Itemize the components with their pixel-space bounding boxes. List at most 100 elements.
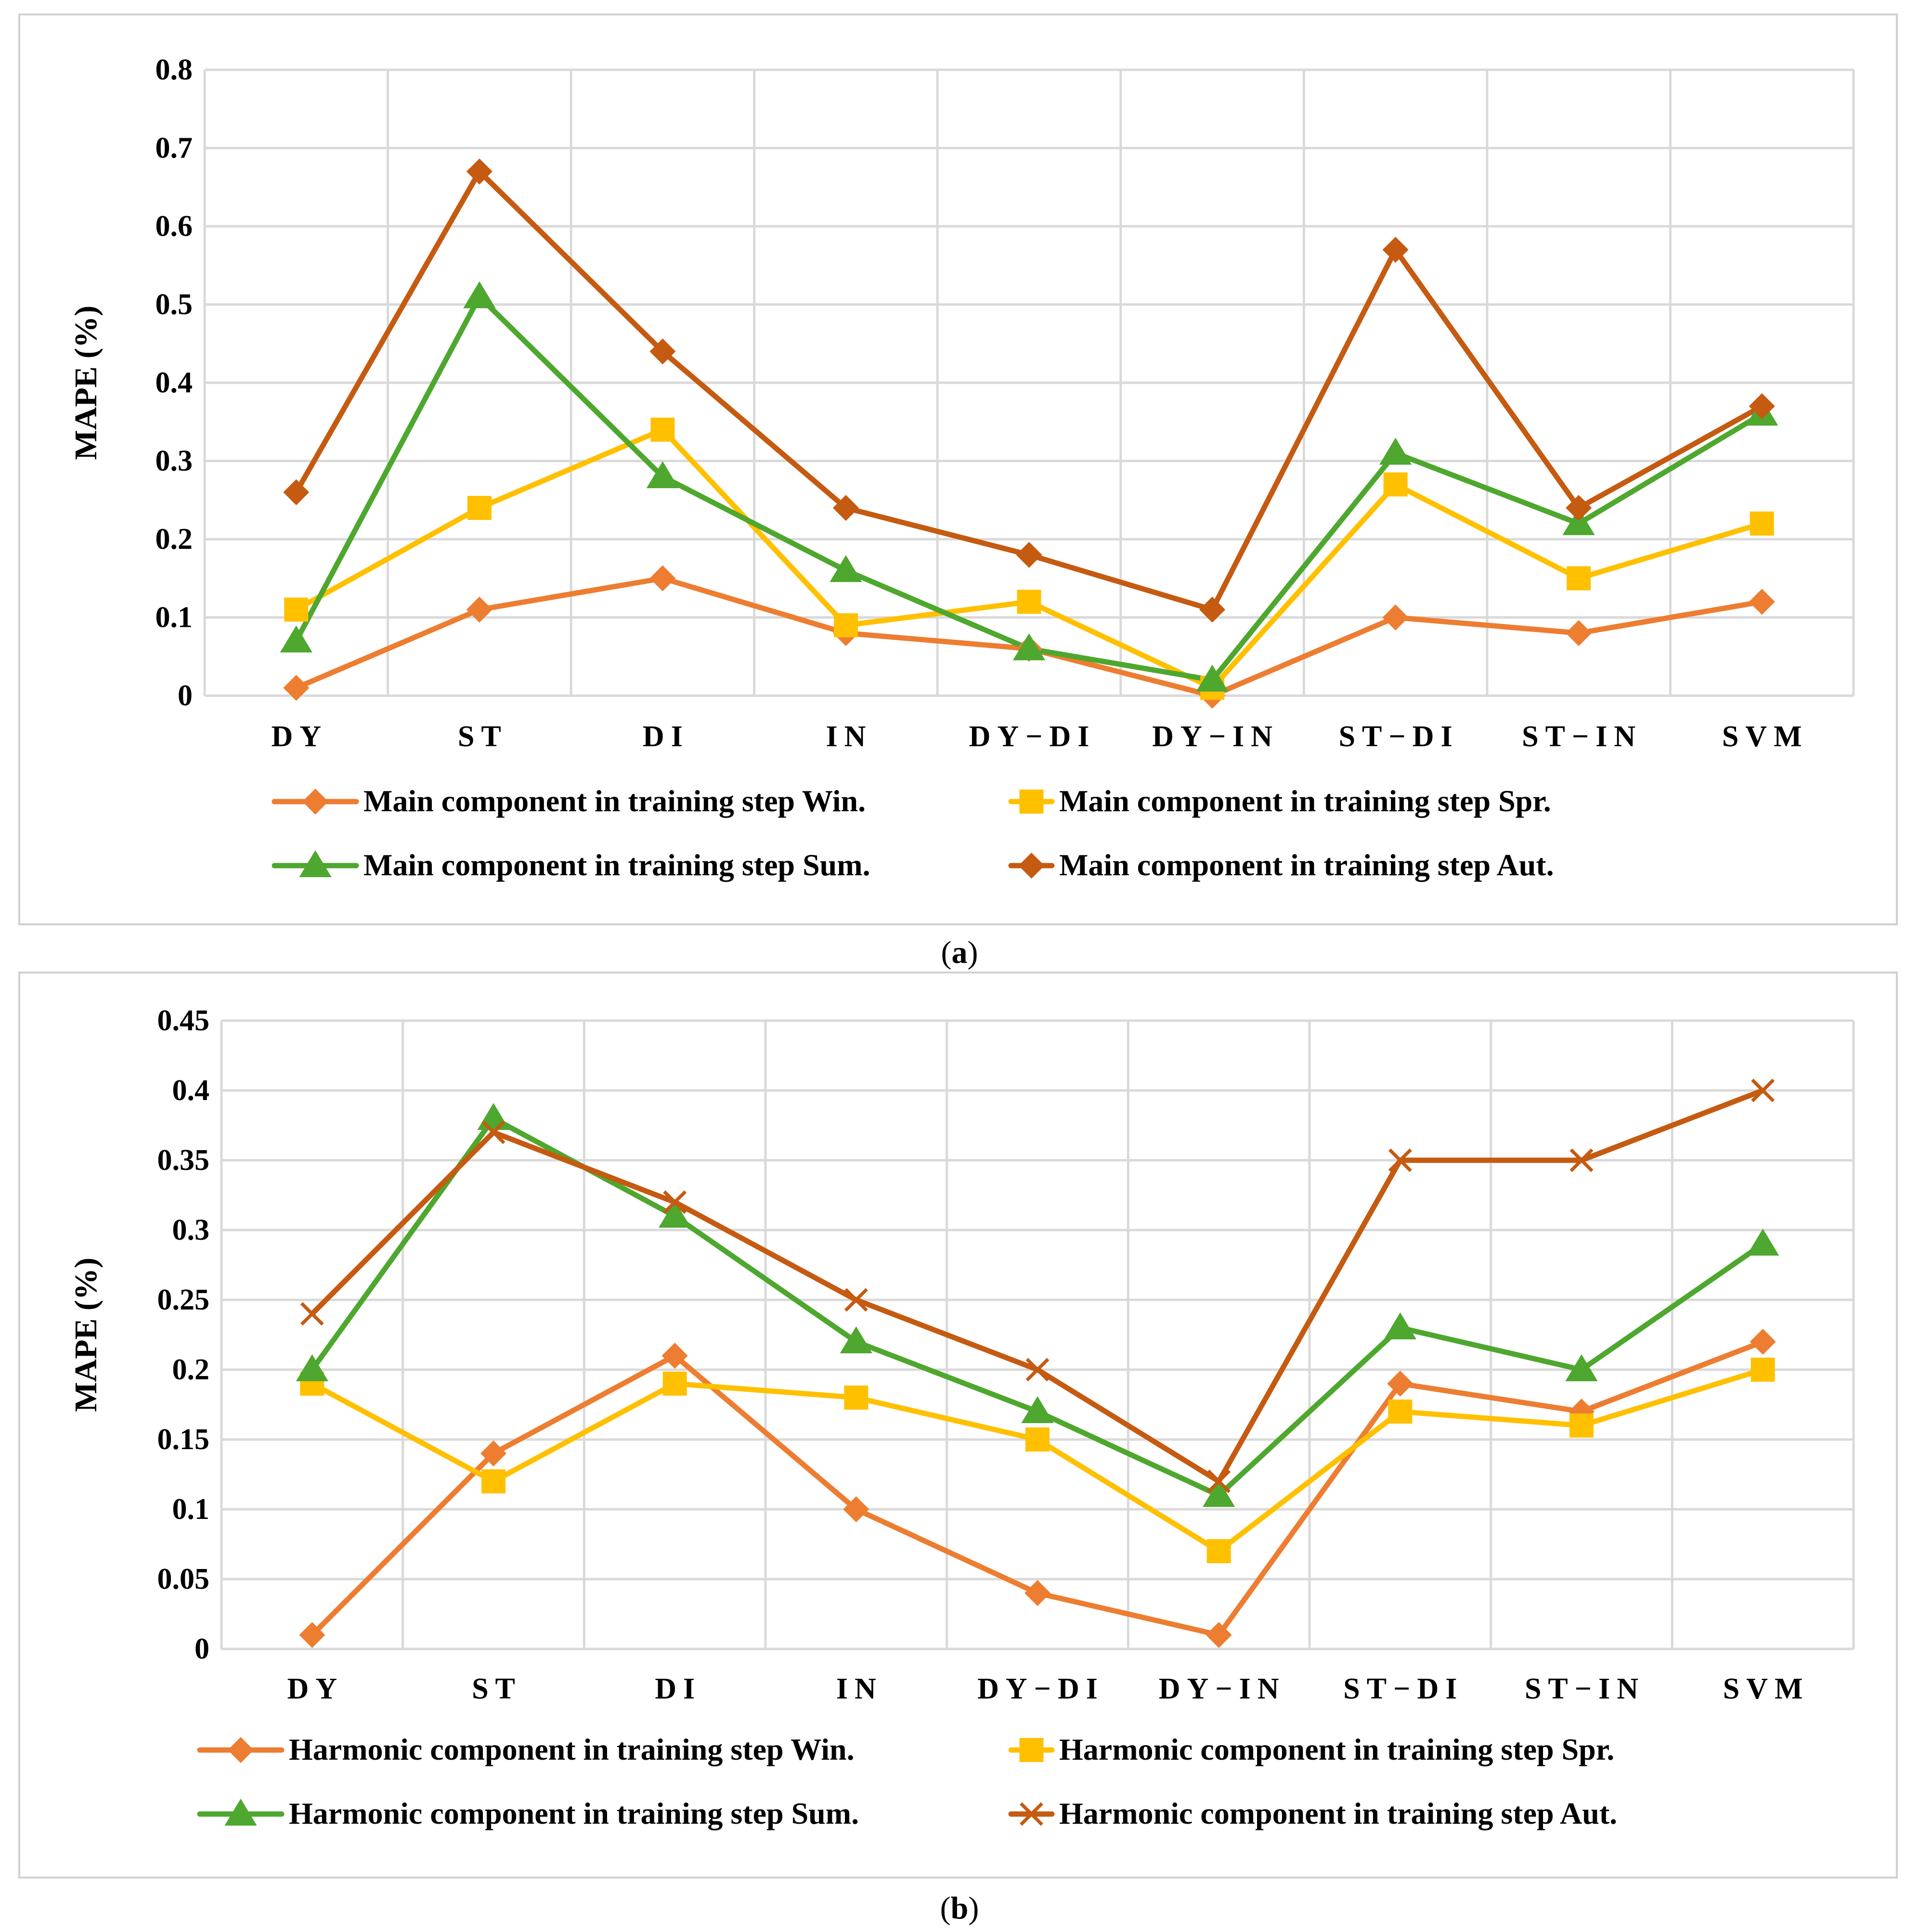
data-point-series-2 bbox=[650, 417, 675, 442]
data-point-series-2 bbox=[844, 1386, 869, 1410]
data-point-series-1 bbox=[466, 596, 493, 623]
legend-item-4: Main component in training step Aut. bbox=[1008, 848, 1554, 882]
data-point-series-4 bbox=[300, 1302, 324, 1326]
y-tick-label: 0.1 bbox=[156, 601, 193, 634]
legend-label: Main component in training step Aut. bbox=[1059, 848, 1554, 882]
x-tick-label: DI bbox=[643, 720, 689, 753]
legend-label: Main component in training step Win. bbox=[363, 784, 866, 818]
data-point-series-4 bbox=[1016, 542, 1042, 568]
legend-marker bbox=[224, 1799, 257, 1826]
data-point-series-4 bbox=[1566, 495, 1592, 521]
x-tick-label: SVM bbox=[1722, 720, 1809, 753]
data-point-series-1 bbox=[661, 1343, 688, 1369]
legend-item-2: Main component in training step Spr. bbox=[1008, 784, 1551, 818]
data-point-series-1 bbox=[1024, 1580, 1050, 1606]
y-tick-label: 0.6 bbox=[156, 210, 193, 243]
data-point-series-1 bbox=[1382, 604, 1409, 631]
y-tick-label: 0.1 bbox=[172, 1493, 210, 1526]
y-tick-label: 0.05 bbox=[157, 1563, 210, 1595]
x-tick-label: DY−IN bbox=[1159, 1673, 1286, 1705]
legend-label: Harmonic component in training step Win. bbox=[289, 1732, 855, 1766]
y-tick-label: 0.5 bbox=[156, 288, 193, 321]
y-tick-label: 0.2 bbox=[172, 1353, 210, 1386]
legend-item-4: Harmonic component in training step Aut. bbox=[1008, 1796, 1617, 1830]
legend-item-2: Harmonic component in training step Spr. bbox=[1008, 1732, 1614, 1766]
chart-panel-b: 0 0.05 0.1 0.15 0.2 0.25 0.3 0.35 0.4 0.45 DY ST DI I… bbox=[18, 972, 1898, 1879]
y-tick-label: 0.8 bbox=[156, 53, 193, 86]
data-point-series-3 bbox=[296, 1354, 328, 1381]
x-tick-label: DY−DI bbox=[977, 1673, 1104, 1705]
data-point-series-3 bbox=[1562, 508, 1595, 535]
y-tick-label: 0.3 bbox=[156, 445, 193, 478]
x-tick-label: DI bbox=[655, 1673, 701, 1705]
caption-a: (a) bbox=[941, 935, 978, 970]
data-point-series-1 bbox=[1206, 1622, 1232, 1648]
y-tick-label: 0 bbox=[194, 1633, 209, 1665]
x-tick-label: SVM bbox=[1723, 1673, 1810, 1705]
data-point-series-1 bbox=[1566, 620, 1592, 646]
data-point-series-4 bbox=[832, 495, 859, 521]
data-point-series-4 bbox=[844, 1288, 868, 1312]
data-point-series-2 bbox=[1206, 1539, 1231, 1563]
x-tick-label: ST−DI bbox=[1339, 720, 1459, 753]
legend-label: Harmonic component in training step Spr. bbox=[1059, 1732, 1614, 1766]
data-point-series-1 bbox=[649, 565, 676, 592]
x-tick-label: ST−IN bbox=[1522, 720, 1642, 753]
data-point-series-3 bbox=[659, 1201, 691, 1228]
y-tick-label: 0.2 bbox=[156, 523, 193, 556]
y-tick-label: 0.45 bbox=[157, 1004, 210, 1037]
chart-frame-a bbox=[18, 13, 1898, 925]
data-point-series-4 bbox=[466, 158, 493, 185]
caption-b-letter: b bbox=[951, 1891, 969, 1926]
data-point-series-4 bbox=[1749, 393, 1775, 419]
x-tick-label: IN bbox=[836, 1673, 883, 1705]
data-point-series-1 bbox=[1749, 589, 1775, 615]
data-point-series-3 bbox=[1021, 1396, 1054, 1423]
data-point-series-3 bbox=[840, 1326, 872, 1353]
plot-area-b: 0 0.05 0.1 0.15 0.2 0.25 0.3 0.35 0.4 0.45 DY ST DI I… bbox=[68, 1004, 1855, 1830]
data-point-series-2 bbox=[1383, 472, 1408, 497]
legend-item-1: Main component in training step Win. bbox=[272, 784, 866, 818]
data-point-series-3 bbox=[646, 461, 679, 488]
data-point-series-2 bbox=[1569, 1413, 1594, 1438]
x-tick-label: DY bbox=[287, 1673, 344, 1705]
data-point-series-4 bbox=[1382, 236, 1409, 263]
legend-label: Main component in training step Sum. bbox=[363, 848, 870, 882]
data-point-series-1 bbox=[1750, 1329, 1776, 1355]
y-tick-label: 0.4 bbox=[172, 1074, 210, 1107]
data-point-series-2 bbox=[1017, 590, 1041, 614]
x-tick-label: ST−IN bbox=[1525, 1673, 1645, 1705]
data-point-series-2 bbox=[481, 1469, 506, 1493]
data-point-series-2 bbox=[1025, 1427, 1050, 1452]
data-point-series-2 bbox=[662, 1372, 687, 1396]
data-point-series-3 bbox=[1565, 1354, 1598, 1381]
legend-marker bbox=[1020, 1802, 1043, 1826]
legend-label: Main component in training step Spr. bbox=[1059, 784, 1551, 818]
data-point-series-2 bbox=[284, 597, 309, 622]
data-point-series-3 bbox=[463, 281, 496, 309]
x-tick-label: DY−DI bbox=[969, 720, 1096, 753]
legend-item-1: Harmonic component in training step Win. bbox=[197, 1732, 855, 1766]
legend-marker bbox=[299, 850, 332, 877]
chart-panel-a: 0 0.1 0.2 0.3 0.4 0.5 0.6 0.7 0.8 DY ST DI IN DY−DI DY… bbox=[18, 13, 1898, 925]
legend-marker bbox=[302, 789, 328, 815]
data-point-series-2 bbox=[1388, 1400, 1413, 1424]
legend-item-3: Harmonic component in training step Sum. bbox=[197, 1796, 859, 1830]
data-point-series-4 bbox=[481, 1120, 506, 1144]
legend-item-3: Main component in training step Sum. bbox=[272, 848, 870, 882]
data-point-series-3 bbox=[1012, 633, 1046, 661]
legend-marker bbox=[228, 1737, 254, 1763]
caption-b: (b) bbox=[940, 1891, 979, 1926]
y-tick-label: 0.35 bbox=[157, 1144, 210, 1177]
data-point-series-2 bbox=[467, 496, 492, 520]
y-tick-label: 0.7 bbox=[156, 132, 193, 165]
y-tick-label: 0.4 bbox=[156, 366, 193, 399]
data-point-series-4 bbox=[1025, 1358, 1050, 1382]
y-tick-label: 0.25 bbox=[157, 1284, 210, 1316]
data-point-series-1 bbox=[1387, 1371, 1413, 1397]
legend-marker bbox=[1019, 790, 1044, 814]
data-point-series-3 bbox=[1384, 1312, 1416, 1339]
y-axis-label: MAPE (%) bbox=[68, 306, 104, 460]
legend-label: Harmonic component in training step Sum. bbox=[289, 1796, 859, 1830]
